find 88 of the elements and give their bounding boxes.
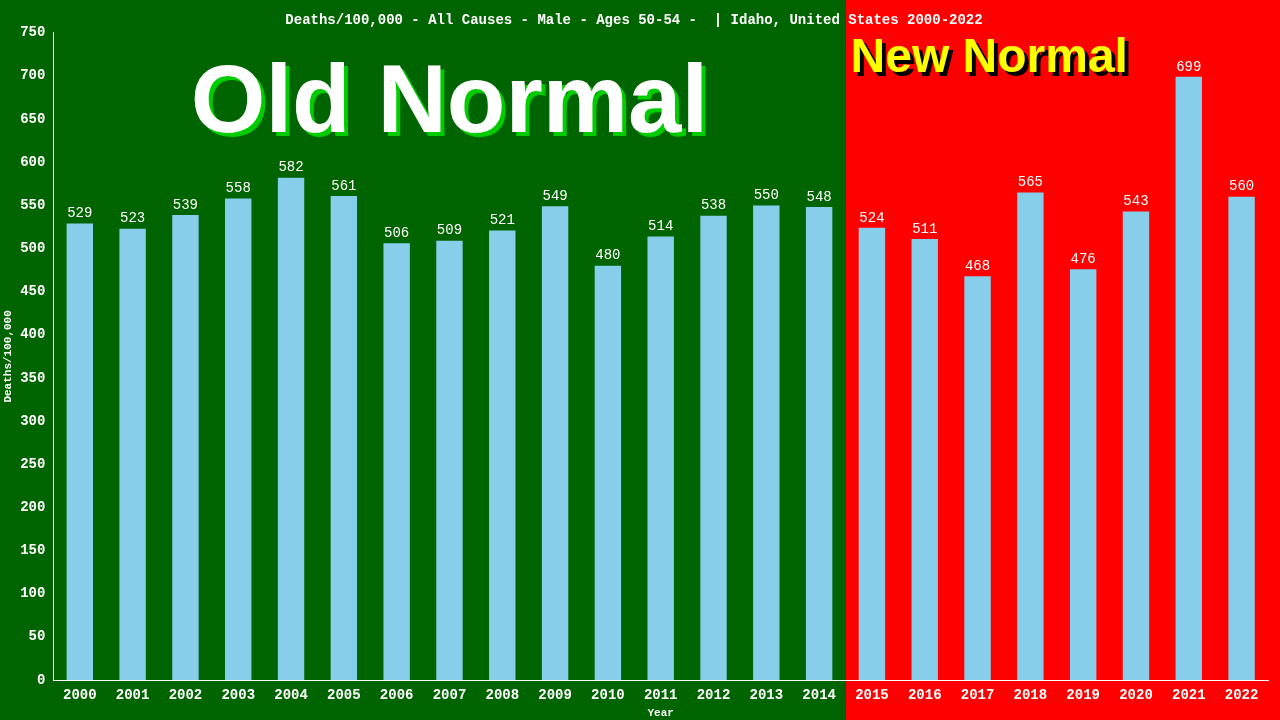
y-tick-label: 450 [20, 283, 46, 300]
y-tick-label: 350 [20, 369, 46, 386]
data-label: 561 [331, 177, 357, 194]
bar [436, 240, 463, 680]
x-tick-label: 2010 [591, 686, 625, 703]
bar [1017, 192, 1044, 680]
data-label: 538 [700, 197, 727, 214]
x-tick-label: 2018 [1013, 686, 1048, 703]
data-label: 468 [964, 257, 991, 274]
y-tick-label: 50 [28, 628, 46, 645]
x-tick-label: 2005 [327, 686, 361, 703]
data-label: 560 [1228, 178, 1255, 195]
x-tick-label: 2012 [696, 686, 731, 703]
x-tick-label: 2007 [432, 686, 467, 703]
x-tick-label: 2017 [960, 686, 995, 703]
data-label: 506 [384, 225, 410, 242]
data-label: 480 [595, 247, 621, 264]
bar [805, 207, 833, 680]
y-tick-label: 700 [20, 67, 46, 84]
y-tick-label: 150 [20, 542, 46, 559]
y-tick-label: 750 [20, 24, 46, 41]
x-tick-label: 2016 [907, 686, 942, 703]
data-label: 539 [172, 196, 199, 213]
bar [1069, 269, 1097, 680]
data-label: 549 [542, 187, 568, 204]
data-label: 521 [489, 212, 515, 229]
bar [541, 206, 569, 680]
bar [225, 198, 252, 680]
data-label: 699 [1176, 58, 1202, 75]
bar [1228, 196, 1255, 680]
x-tick-label: 2003 [221, 686, 256, 703]
bar [383, 243, 410, 680]
data-label: 524 [859, 209, 885, 226]
x-tick-label: 2011 [643, 686, 678, 703]
bar [489, 230, 516, 680]
bar [647, 236, 674, 680]
x-tick-label: 2001 [115, 686, 150, 703]
x-tick-label: 2006 [379, 686, 414, 703]
y-tick-label: 500 [20, 240, 46, 257]
data-label: 550 [753, 187, 779, 204]
x-tick-label: 2004 [274, 686, 308, 703]
x-tick-label: 2000 [63, 686, 97, 703]
x-tick-label: 2014 [802, 686, 836, 703]
bar [172, 214, 199, 680]
y-tick-label: 250 [20, 455, 46, 472]
x-tick-label: 2009 [538, 686, 572, 703]
x-tick-label: 2002 [168, 686, 203, 703]
bar [1122, 211, 1150, 680]
bar [119, 228, 146, 680]
y-tick-label: 600 [20, 153, 46, 170]
x-tick-label: 2020 [1119, 686, 1153, 703]
bar [330, 195, 358, 680]
y-tick-label: 550 [20, 196, 46, 213]
bar [277, 177, 305, 680]
bar [964, 276, 991, 680]
data-label: 565 [1017, 174, 1043, 191]
bar [858, 227, 886, 680]
x-tick-label: 2008 [485, 686, 520, 703]
bar [66, 223, 94, 680]
x-tick-label: 2021 [1171, 686, 1206, 703]
data-label: 558 [225, 180, 251, 197]
bar [911, 239, 938, 680]
y-tick-label: 400 [20, 326, 46, 343]
data-label: 509 [436, 222, 463, 239]
y-tick-label: 300 [20, 412, 46, 429]
y-axis-title: Deaths/100,000 [2, 310, 15, 403]
chart-title: Deaths/100,000 - All Causes - Male - Ages 50-54 - | Idaho, United States 2000-2022 [285, 11, 983, 28]
x-tick-label: 2022 [1224, 686, 1259, 703]
y-tick-label: 650 [20, 110, 46, 127]
x-tick-label: 2019 [1066, 686, 1100, 703]
y-tick-label: 100 [20, 585, 46, 602]
data-label: 514 [648, 218, 674, 235]
bar [594, 265, 622, 680]
y-tick-label: 200 [20, 498, 46, 515]
data-label: 543 [1123, 193, 1149, 210]
data-label: 523 [120, 210, 146, 227]
data-label: 511 [912, 220, 938, 237]
bar [700, 215, 727, 680]
x-tick-label: 2013 [749, 686, 784, 703]
data-label: 529 [67, 205, 93, 222]
data-label: 582 [278, 159, 304, 176]
bar [1175, 76, 1202, 680]
x-tick-label: 2015 [855, 686, 889, 703]
data-label: 548 [806, 188, 832, 205]
bar [753, 205, 780, 680]
x-axis-title: Year [647, 707, 674, 720]
data-label: 476 [1070, 250, 1096, 267]
y-tick-label: 0 [37, 671, 46, 688]
